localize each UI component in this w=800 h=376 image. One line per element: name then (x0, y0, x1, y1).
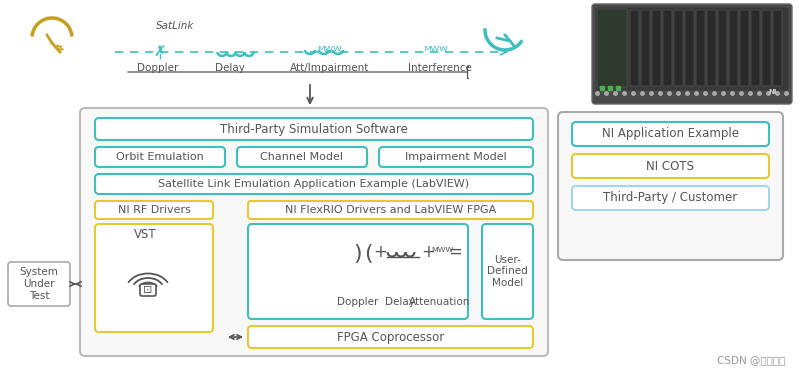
Text: User-
Defined
Model: User- Defined Model (487, 255, 528, 288)
Text: Delay: Delay (215, 63, 245, 73)
Text: +: + (373, 243, 387, 261)
FancyBboxPatch shape (248, 326, 533, 348)
FancyBboxPatch shape (729, 10, 738, 86)
Text: Third-Party Simulation Software: Third-Party Simulation Software (220, 123, 408, 135)
FancyBboxPatch shape (572, 186, 769, 210)
FancyBboxPatch shape (751, 10, 760, 86)
Text: Orbit Emulation: Orbit Emulation (116, 152, 204, 162)
Text: CSDN @东枚科技: CSDN @东枚科技 (717, 355, 785, 365)
Text: ⊡: ⊡ (143, 285, 153, 295)
FancyBboxPatch shape (596, 8, 788, 90)
Text: +: + (421, 243, 435, 261)
Text: Satellite Link Emulation Application Example (LabVIEW): Satellite Link Emulation Application Exa… (158, 179, 470, 189)
Text: ✗: ✗ (154, 44, 166, 59)
FancyBboxPatch shape (482, 224, 533, 319)
Text: NI Application Example: NI Application Example (602, 127, 739, 141)
Text: Att/Impairment: Att/Impairment (290, 63, 370, 73)
Text: FPGA Coprocessor: FPGA Coprocessor (337, 331, 444, 344)
Text: Impairment Model: Impairment Model (405, 152, 507, 162)
FancyBboxPatch shape (663, 10, 672, 86)
FancyBboxPatch shape (718, 10, 727, 86)
FancyBboxPatch shape (572, 122, 769, 146)
FancyBboxPatch shape (95, 147, 225, 167)
Text: ): ) (354, 244, 362, 264)
FancyBboxPatch shape (674, 10, 683, 86)
FancyBboxPatch shape (379, 147, 533, 167)
Text: Attenuation: Attenuation (410, 297, 470, 307)
Text: System
Under
Test: System Under Test (19, 267, 58, 300)
Text: ᴹᵂᵂ: ᴹᵂᵂ (431, 246, 453, 259)
Text: Channel Model: Channel Model (261, 152, 343, 162)
Text: Delay: Delay (385, 297, 415, 307)
FancyBboxPatch shape (696, 10, 705, 86)
FancyBboxPatch shape (773, 10, 782, 86)
FancyBboxPatch shape (248, 224, 468, 319)
FancyBboxPatch shape (592, 4, 792, 104)
Text: ᴹᵂᵂ: ᴹᵂᵂ (318, 45, 342, 59)
FancyBboxPatch shape (597, 9, 627, 87)
FancyBboxPatch shape (685, 10, 694, 86)
FancyBboxPatch shape (95, 174, 533, 194)
Text: NI FlexRIO Drivers and LabVIEW FPGA: NI FlexRIO Drivers and LabVIEW FPGA (285, 205, 496, 215)
FancyBboxPatch shape (630, 10, 639, 86)
FancyBboxPatch shape (80, 108, 548, 356)
FancyBboxPatch shape (558, 112, 783, 260)
Text: NI: NI (769, 89, 777, 95)
Text: Third-Party / Customer: Third-Party / Customer (603, 191, 738, 205)
FancyBboxPatch shape (572, 154, 769, 178)
FancyBboxPatch shape (95, 224, 213, 332)
Text: VST: VST (134, 227, 156, 241)
Text: Interference: Interference (408, 63, 472, 73)
FancyBboxPatch shape (641, 10, 650, 86)
Text: Doppler: Doppler (138, 63, 178, 73)
Text: =: = (448, 243, 462, 261)
FancyBboxPatch shape (8, 262, 70, 306)
FancyBboxPatch shape (652, 10, 661, 86)
Text: Doppler: Doppler (338, 297, 378, 307)
FancyBboxPatch shape (740, 10, 749, 86)
Text: ᴹᵂᵂ: ᴹᵂᵂ (422, 45, 447, 59)
FancyBboxPatch shape (95, 201, 213, 219)
Text: NI RF Drivers: NI RF Drivers (118, 205, 190, 215)
Text: (: ( (364, 244, 372, 264)
FancyBboxPatch shape (248, 201, 533, 219)
FancyBboxPatch shape (762, 10, 771, 86)
FancyBboxPatch shape (95, 118, 533, 140)
Text: SatLink: SatLink (156, 21, 194, 31)
FancyBboxPatch shape (140, 284, 156, 296)
FancyBboxPatch shape (237, 147, 367, 167)
FancyBboxPatch shape (707, 10, 716, 86)
Text: NI COTS: NI COTS (646, 159, 694, 173)
